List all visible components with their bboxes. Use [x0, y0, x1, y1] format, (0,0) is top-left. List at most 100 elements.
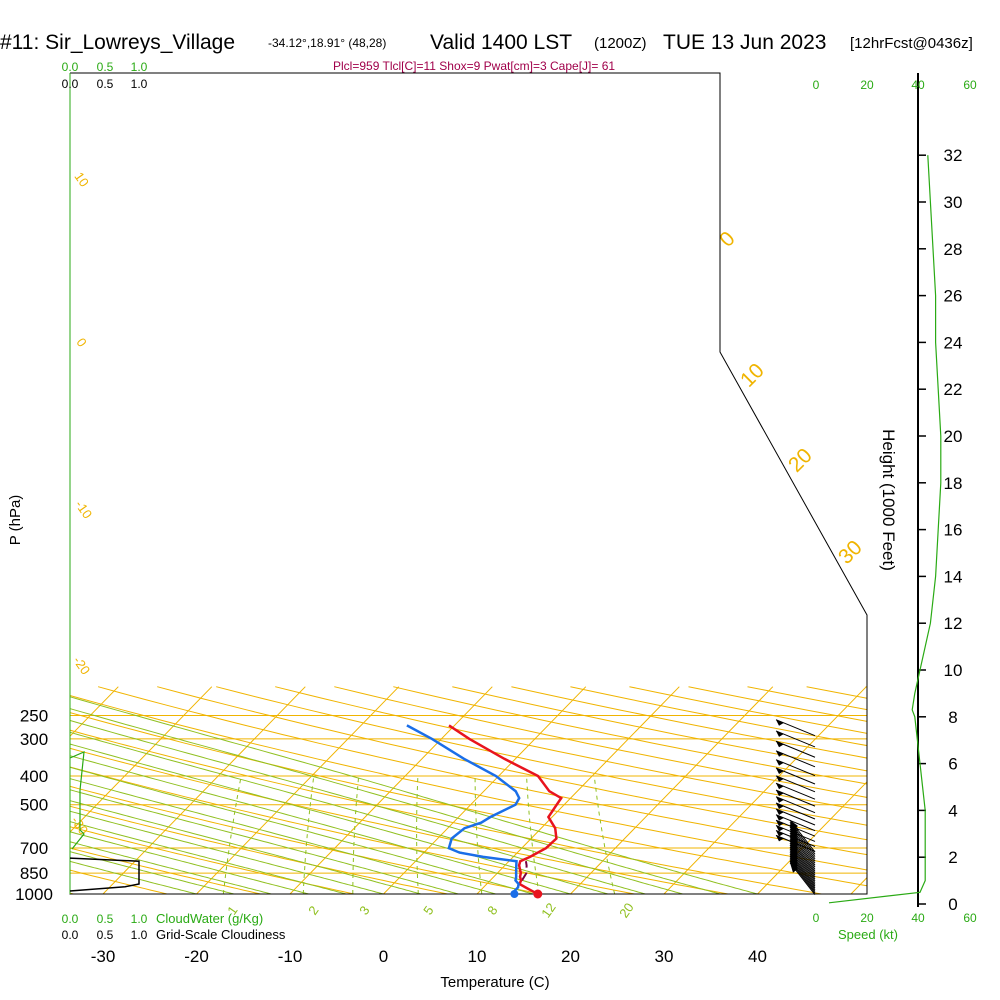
moist-adiabat-line: [70, 686, 646, 894]
isotherm-label: 20: [784, 444, 817, 477]
cloudwater-top-tick: 1.0: [131, 60, 148, 74]
moist-adiabat-line: [70, 686, 683, 894]
height-tick-label: 12: [944, 614, 963, 633]
x-tick-label: -30: [91, 947, 116, 966]
valid-date: TUE 13 Jun 2023: [663, 31, 826, 54]
wind-barb-flag: [776, 775, 784, 782]
cloudiness-profile: [69, 857, 140, 892]
isotherm-line: [289, 686, 493, 894]
height-tick-label: 4: [948, 801, 957, 820]
dry-adiabat-line: [393, 686, 867, 894]
x-tick-label: 0: [379, 947, 388, 966]
wind-barb-flag: [790, 820, 798, 831]
wind-barb-flag: [776, 830, 784, 837]
cloudiness-top-tick: 1.0: [131, 77, 148, 91]
dry-adiabat-line: [70, 686, 194, 894]
cloudiness-top-tick: 0.0: [62, 77, 79, 91]
dry-adiabat-line: [70, 686, 479, 894]
x-tick-label: 20: [561, 947, 580, 966]
height-tick-label: 8: [948, 708, 957, 727]
sounding-params: Plcl=959 Tlcl[C]=11 Shox=9 Pwat[cm]=3 Ca…: [333, 59, 615, 73]
pressure-tick-label: 250: [20, 706, 48, 725]
wind-barb-flag: [776, 741, 784, 748]
pressure-tick-label: 700: [20, 839, 48, 858]
temperature-trace: [448, 724, 563, 896]
moist-adiabat-line: [70, 722, 422, 894]
moist-adiabat-line: [70, 686, 571, 894]
wind-barbs: [775, 719, 816, 896]
cloudwater-top-scale: 0.0 0.5 1.0 0.0 0.5 1.0: [62, 60, 148, 91]
mixing-ratio-label: 2: [305, 903, 321, 918]
cloudwater-bottom-tick: 0.0: [62, 912, 79, 926]
pressure-axis-ticks: 250 300 400 500 700 850 1000: [15, 706, 53, 904]
mixing-ratio-line: [302, 775, 315, 894]
dry-adiabat-line: [70, 686, 763, 894]
height-tick-label: 22: [944, 380, 963, 399]
wind-barb-flag: [776, 814, 784, 821]
wind-barb-flag: [776, 783, 784, 790]
dry-adiabat-line: [97, 686, 867, 894]
height-tick-label: 10: [944, 661, 963, 680]
mixing-ratio-line: [474, 776, 483, 894]
x-tick-label: 30: [655, 947, 674, 966]
moist-adiabat-line: [70, 695, 534, 894]
speed-top-tick: 40: [911, 78, 925, 92]
moist-adiabat-line: [70, 738, 347, 894]
dewpoint-trace: [406, 724, 521, 895]
wind-barb-flag: [776, 759, 784, 766]
height-tick-label: 6: [948, 755, 957, 774]
dry-adiabat-line: [70, 686, 289, 894]
mixing-ratio-label: 12: [538, 900, 559, 920]
moist-adiabat-line: [70, 704, 496, 894]
wind-barb-flag: [776, 825, 784, 832]
pressure-tick-label: 850: [20, 864, 48, 883]
isotherm-line: [70, 686, 119, 894]
dry-adiabat-line: [70, 686, 858, 894]
wind-barb-flag: [776, 750, 784, 757]
station-coords: -34.12°,18.91° (48,28): [268, 36, 386, 50]
isotherm-line: [663, 686, 867, 894]
speed-bottom-tick: 60: [963, 911, 977, 925]
moist-adiabat-line: [70, 712, 459, 894]
wind-barb-flag: [776, 820, 784, 827]
plot-frame: [69, 72, 868, 895]
cloudiness-bottom-tick: 1.0: [131, 928, 148, 942]
x-axis-label: Temperature (C): [440, 974, 549, 991]
cloudwater-top-tick: 0.5: [97, 60, 114, 74]
cloudwater-bottom-tick: 0.5: [97, 912, 114, 926]
speed-axis-label: Speed (kt): [838, 927, 898, 942]
cloudwater-top-tick: 0.0: [62, 60, 79, 74]
height-tick-label: 24: [944, 333, 963, 352]
isotherm-line: [102, 686, 306, 894]
wind-barb-flag: [776, 719, 784, 726]
wind-barb-flag: [776, 730, 784, 737]
wind-barb-flag: [776, 767, 784, 774]
speed-bottom-scale: 0 20 40 60: [813, 911, 977, 925]
moist-adiabat-line: [70, 746, 309, 894]
speed-bottom-tick: 0: [813, 911, 820, 925]
height-tick-label: 30: [944, 193, 963, 212]
moist-adiabat-line: [70, 686, 721, 894]
height-axis-label: Height (1000 Feet): [879, 429, 898, 571]
wind-barb-flag: [776, 835, 784, 842]
valid-time: Valid 1400 LST: [430, 31, 572, 54]
isotherm-label: 0: [715, 227, 740, 252]
mixing-ratio-label: 3: [356, 903, 372, 918]
height-tick-label: 18: [944, 474, 963, 493]
isotherm-line: [476, 686, 680, 894]
moist-adiabat-line: [70, 761, 235, 894]
wind-speed-profile: [828, 155, 942, 904]
mixing-ratio-line: [222, 775, 242, 894]
dry-adiabat-label: 10: [71, 169, 92, 189]
pressure-tick-label: 300: [20, 730, 48, 749]
wind-barb-flag: [776, 796, 784, 803]
isotherm-label: 10: [736, 359, 769, 392]
isotherm-line: [383, 686, 587, 894]
moist-adiabat-line: [70, 686, 758, 894]
parcel-trace: [521, 861, 528, 881]
mixing-ratio-label: 20: [616, 900, 637, 920]
dry-adiabat-line: [70, 686, 574, 894]
dry-adiabat-line: [275, 686, 867, 894]
isotherm-line: [70, 686, 213, 894]
mixing-ratio-line: [416, 775, 419, 894]
